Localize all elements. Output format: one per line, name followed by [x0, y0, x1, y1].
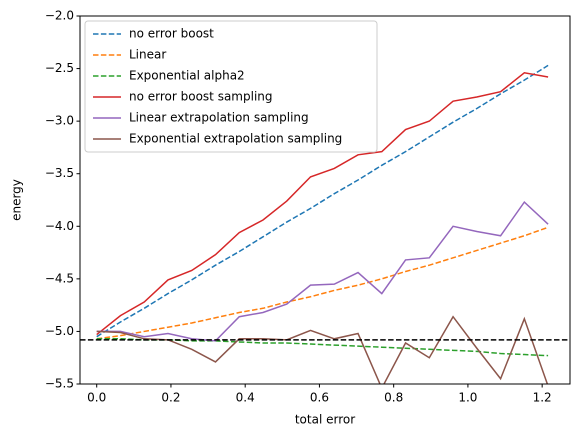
y-tick-label: −4.0 [45, 219, 74, 233]
y-tick-label: −3.5 [45, 166, 74, 180]
y-tick-label: −4.5 [45, 271, 74, 285]
x-axis-label: total error [295, 413, 355, 427]
series-line [96, 226, 549, 340]
x-tick-label: 1.2 [533, 391, 552, 405]
plot-area [80, 64, 570, 384]
legend-label: Exponential alpha2 [129, 69, 245, 83]
x-tick-label: 0.8 [384, 391, 403, 405]
y-tick-label: −3.0 [45, 114, 74, 128]
y-tick-label: −2.0 [45, 9, 74, 23]
axes-frame [79, 15, 571, 385]
y-tick-label: −2.5 [45, 61, 74, 75]
x-tick-label: 1.0 [458, 391, 477, 405]
x-tick-label: 0.2 [161, 391, 180, 405]
x-tick-label: 0.0 [87, 391, 106, 405]
x-tick-label: 0.6 [310, 391, 329, 405]
legend-label: no error boost sampling [129, 90, 273, 104]
series-line [96, 64, 549, 338]
series-line [96, 71, 549, 336]
x-tick-label: 0.4 [236, 391, 255, 405]
legend-label: Linear [129, 48, 166, 62]
y-tick-label: −5.0 [45, 324, 74, 338]
y-axis-label: energy [10, 179, 24, 221]
legend: no error boost Linear Exponential alpha2 no… [84, 20, 378, 153]
series-line [96, 315, 549, 384]
legend-box [84, 20, 378, 153]
legend-label: Linear extrapolation sampling [129, 111, 309, 125]
series-line [96, 200, 549, 342]
legend-label: Exponential extrapolation sampling [129, 132, 342, 146]
y-tick-label: −5.5 [45, 377, 74, 391]
legend-label: no error boost [129, 27, 214, 41]
